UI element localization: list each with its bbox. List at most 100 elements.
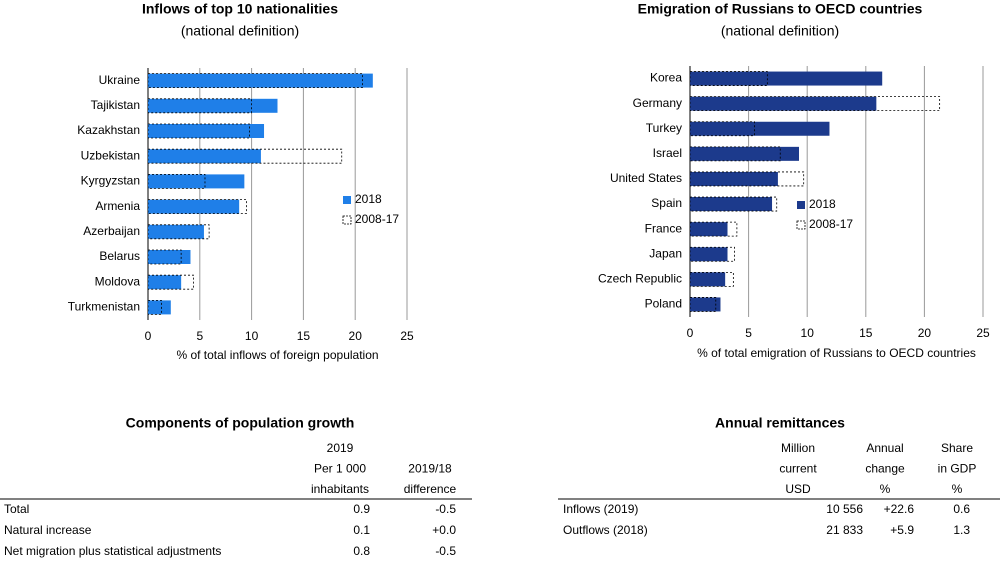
legend-label: 2018: [355, 192, 382, 206]
bar: [689, 221, 738, 237]
row-label: Net migration plus statistical adjustmen…: [4, 544, 221, 558]
x-tick-label: 5: [745, 326, 752, 340]
bar: [148, 250, 191, 264]
bar: [689, 121, 755, 137]
column-header: %: [952, 482, 963, 496]
bar: [148, 149, 261, 164]
bar: [689, 146, 781, 162]
bar: [147, 73, 363, 88]
x-tick-label: 0: [145, 329, 152, 343]
y-tick-label: Japan: [649, 246, 682, 260]
y-tick-label: Israel: [653, 146, 682, 160]
column-header: USD: [785, 482, 811, 496]
bar: [689, 71, 768, 86]
bar: [148, 275, 182, 290]
x-tick-label: 10: [245, 329, 259, 343]
bar: [689, 297, 717, 312]
y-tick-label: Poland: [645, 297, 682, 311]
bar: [690, 272, 726, 287]
bar: [690, 96, 877, 111]
chart-subtitle: (national definition): [721, 23, 839, 39]
bar: [148, 73, 373, 88]
row-label: Outflows (2018): [563, 523, 648, 537]
bar: [690, 71, 883, 86]
column-header: Million: [781, 441, 815, 455]
y-tick-label: Kazakhstan: [77, 123, 140, 137]
y-tick-label: Turkey: [646, 121, 682, 135]
cell: 0.8: [353, 544, 370, 558]
bar: [689, 271, 734, 287]
legend-swatch: [343, 196, 351, 204]
y-tick-label: Germany: [633, 96, 682, 110]
bar: [147, 148, 343, 164]
column-header: change: [865, 462, 905, 476]
bar: [148, 224, 204, 239]
cell: 1.3: [953, 523, 970, 537]
legend-label: 2008-17: [355, 212, 399, 226]
y-tick-label: Spain: [651, 196, 682, 210]
table-title: Annual remittances: [715, 415, 845, 431]
x-tick-label: 15: [297, 329, 311, 343]
legend-label: 2018: [809, 197, 836, 211]
cell: 0.6: [953, 502, 970, 516]
column-header: current: [779, 462, 817, 476]
column-header: 2019/18: [408, 462, 452, 476]
x-tick-label: 25: [976, 326, 990, 340]
y-tick-label: Turkmenistan: [68, 300, 140, 314]
chart-subtitle: (national definition): [181, 23, 299, 39]
legend-swatch: [796, 220, 806, 230]
column-header: Per 1 000: [314, 462, 366, 476]
bar: [147, 224, 210, 240]
x-tick-label: 20: [918, 326, 932, 340]
bar: [147, 274, 194, 290]
cell: +5.9: [890, 523, 914, 537]
bar: [148, 124, 265, 138]
column-header: inhabitants: [311, 482, 369, 496]
bar: [147, 173, 206, 189]
bar: [689, 96, 941, 112]
row-label: Inflows (2019): [563, 502, 638, 516]
x-tick-label: 15: [859, 326, 873, 340]
x-tick-label: 10: [801, 326, 815, 340]
y-tick-label: Tajikistan: [91, 98, 140, 112]
y-tick-label: Azerbaijan: [83, 224, 140, 238]
column-header: Annual: [866, 441, 903, 455]
bar: [689, 246, 735, 262]
legend-label: 2008-17: [809, 217, 853, 231]
cell: 21 833: [826, 523, 863, 537]
y-tick-label: Uzbekistan: [81, 148, 140, 162]
bar: [148, 98, 278, 113]
bar: [690, 146, 799, 161]
cell: 0.1: [353, 523, 370, 537]
row-label: Natural increase: [4, 523, 92, 537]
bar: [690, 297, 721, 312]
x-tick-label: 25: [400, 329, 414, 343]
cell: -0.5: [435, 544, 456, 558]
x-axis-label: % of total inflows of foreign population: [176, 348, 378, 362]
bar: [147, 199, 247, 215]
legend-swatch: [797, 201, 805, 209]
cell: +0.0: [432, 523, 456, 537]
cell: 10 556: [826, 502, 863, 516]
chart-title: Inflows of top 10 nationalities: [142, 1, 338, 17]
bar: [147, 249, 182, 265]
table-title: Components of population growth: [126, 415, 355, 431]
row-label: Total: [4, 502, 29, 516]
bar: [690, 222, 728, 237]
y-tick-label: Ukraine: [99, 73, 141, 87]
cell: +22.6: [884, 502, 915, 516]
y-tick-label: Kyrgyzstan: [81, 174, 140, 188]
cell: 0.9: [353, 502, 370, 516]
cell: -0.5: [435, 502, 456, 516]
column-header: in GDP: [938, 462, 977, 476]
column-header: %: [880, 482, 891, 496]
bar: [689, 171, 805, 187]
y-tick-label: Moldova: [95, 274, 141, 288]
bar: [690, 171, 778, 186]
bar: [690, 121, 830, 136]
x-tick-label: 5: [196, 329, 203, 343]
bar: [147, 98, 252, 114]
column-header: 2019: [327, 441, 354, 455]
bar: [689, 196, 778, 212]
